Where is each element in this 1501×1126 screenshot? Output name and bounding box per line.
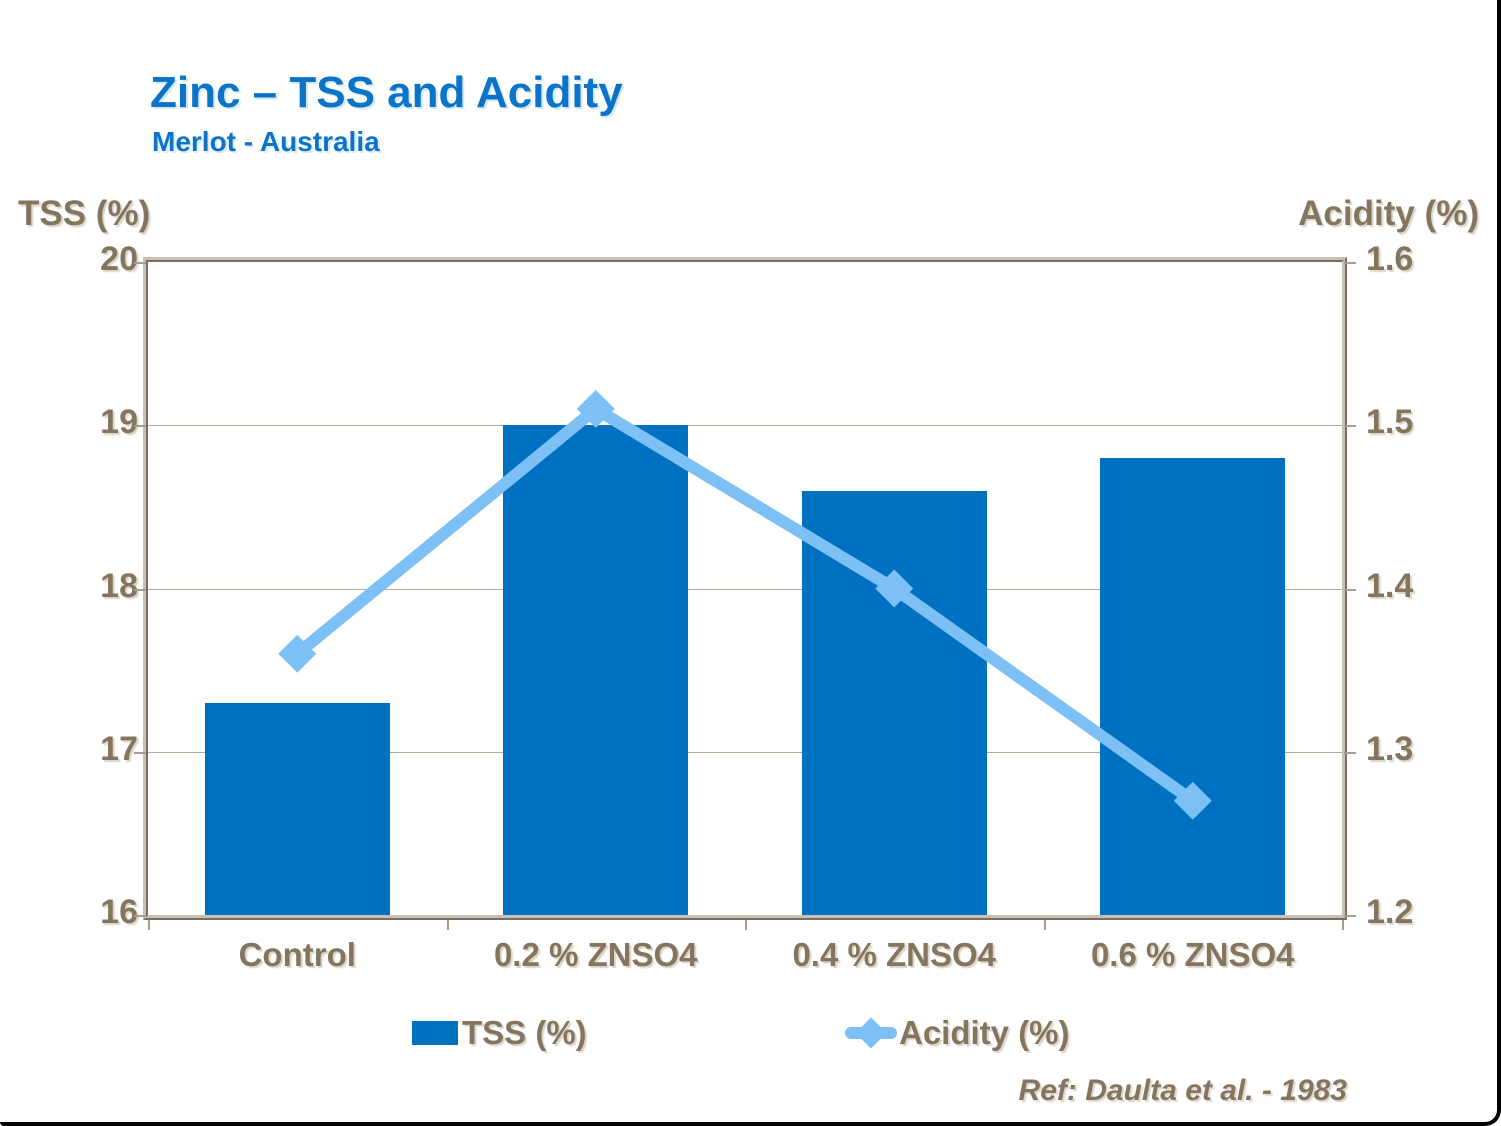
right-axis-tick-label: 1.4 [1366, 566, 1414, 605]
left-axis-tick-label: 19 [100, 403, 138, 442]
gridline [148, 751, 1342, 753]
acidity-line [278, 389, 1212, 820]
category-tick-mark [1043, 920, 1046, 930]
left-axis-title: TSS (%) [18, 194, 151, 233]
bar-0.4 % ZNSO4 [801, 490, 987, 915]
bar-swatch-icon [412, 1021, 458, 1045]
legend-item: Acidity (%) [845, 1008, 1070, 1058]
category-label: 0.6 % ZNSO4 [1090, 936, 1295, 973]
legend-label: Acidity (%) [899, 1014, 1070, 1051]
axis-tick-mark [134, 751, 146, 754]
category-label: 0.4 % ZNSO4 [792, 936, 997, 973]
chart-title: Zinc – TSS and Acidity [150, 68, 623, 117]
legend: TSS (%) Acidity (%) [0, 1008, 1501, 1058]
axis-tick-mark [1344, 588, 1356, 591]
right-axis-tick-label: 1.5 [1366, 403, 1414, 442]
left-axis-tick-label: 18 [100, 566, 138, 605]
legend-item: TSS (%) [412, 1008, 587, 1058]
diamond-marker-icon [1173, 781, 1212, 820]
gridline [148, 588, 1342, 590]
axis-tick-mark [134, 262, 146, 264]
left-axis-tick-label: 17 [100, 729, 138, 768]
axis-tick-mark [1344, 262, 1356, 264]
legend-label: TSS (%) [462, 1014, 587, 1051]
diamond-marker-icon [855, 1017, 887, 1049]
diamond-marker-icon [576, 389, 615, 428]
right-axis-tick-label: 1.6 [1366, 240, 1414, 278]
chart-subtitle: Merlot - Australia [152, 126, 380, 157]
category-label: 0.2 % ZNSO4 [493, 936, 698, 973]
axis-tick-mark [134, 425, 146, 428]
line-swatch-icon [845, 1017, 897, 1049]
left-axis-tick-label: 20 [100, 240, 138, 278]
diamond-marker-icon [278, 634, 317, 673]
right-axis-title: Acidity (%) [1298, 194, 1479, 233]
category-label: Control [238, 936, 356, 973]
axis-tick-mark [1344, 915, 1356, 917]
reference-note: Ref: Daulta et al. - 1983 [1018, 1074, 1347, 1107]
axis-tick-mark [1344, 751, 1356, 754]
plot-area [143, 257, 1347, 920]
axis-tick-mark [134, 915, 146, 917]
category-tick-mark [446, 920, 449, 930]
right-axis-tick-label: 1.3 [1366, 729, 1414, 768]
bar-Control [204, 702, 390, 915]
left-axis-tick-label: 16 [100, 893, 138, 931]
gridline [148, 425, 1342, 427]
category-tick-mark [745, 920, 747, 930]
bar-0.2 % ZNSO4 [503, 425, 689, 915]
category-tick-mark [1342, 920, 1344, 930]
axis-tick-mark [134, 588, 146, 591]
bar-0.6 % ZNSO4 [1100, 457, 1286, 915]
right-axis-tick-label: 1.2 [1366, 893, 1414, 931]
axis-tick-mark [1344, 425, 1356, 428]
diamond-marker-icon [875, 569, 914, 608]
category-tick-mark [148, 920, 150, 930]
